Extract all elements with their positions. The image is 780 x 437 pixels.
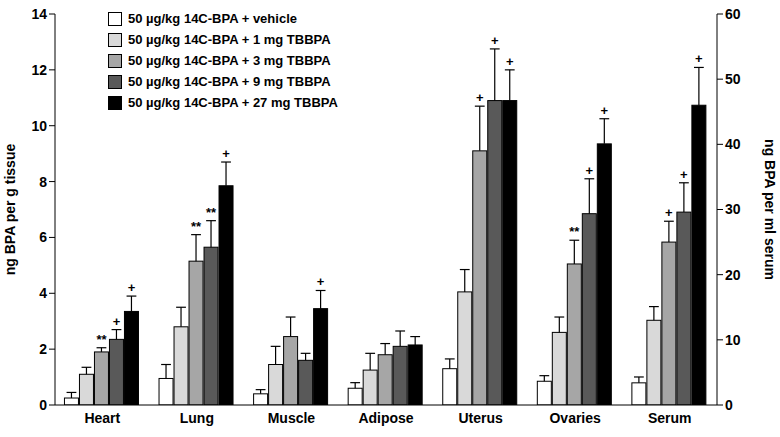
- svg-text:+: +: [476, 90, 484, 105]
- svg-text:6: 6: [39, 229, 47, 245]
- svg-text:+: +: [665, 205, 673, 220]
- html-text:50 µg/kg 14C-BPA + 3 mg TBBPA: 50 µg/kg 14C-BPA + 3 mg TBBPA: [128, 53, 331, 68]
- svg-text:+: +: [680, 167, 688, 182]
- svg-text:+: +: [317, 274, 325, 289]
- svg-text:10: 10: [31, 118, 47, 134]
- svg-text:Heart: Heart: [84, 410, 120, 426]
- svg-text:30: 30: [725, 201, 741, 217]
- html-text:50 µg/kg 14C-BPA + 9 mg TBBPA: 50 µg/kg 14C-BPA + 9 mg TBBPA: [128, 74, 331, 89]
- svg-text:+: +: [491, 33, 499, 48]
- svg-text:0: 0: [39, 397, 47, 413]
- svg-text:+: +: [128, 280, 136, 295]
- svg-text:12: 12: [31, 62, 47, 78]
- svg-text:+: +: [695, 51, 703, 66]
- svg-text:**: **: [96, 332, 107, 347]
- svg-text:Lung: Lung: [180, 410, 214, 426]
- svg-text:+: +: [586, 163, 594, 178]
- svg-text:Adipose: Adipose: [358, 410, 413, 426]
- svg-text:10: 10: [725, 332, 741, 348]
- svg-text:ng BPA per g tissue: ng BPA per g tissue: [8, 144, 18, 276]
- svg-text:60: 60: [725, 6, 741, 22]
- svg-text:**: **: [569, 224, 580, 239]
- svg-text:ng BPA per ml serum: ng BPA per ml serum: [762, 139, 772, 280]
- svg-text:Uterus: Uterus: [458, 410, 503, 426]
- svg-text:+: +: [506, 54, 514, 69]
- html-text:50 µg/kg 14C-BPA + 1 mg TBBPA: 50 µg/kg 14C-BPA + 1 mg TBBPA: [128, 32, 331, 47]
- svg-text:+: +: [601, 103, 609, 118]
- svg-text:+: +: [222, 146, 230, 161]
- svg-text:14: 14: [31, 6, 47, 22]
- svg-text:Serum: Serum: [648, 410, 692, 426]
- svg-text:20: 20: [725, 267, 741, 283]
- svg-text:4: 4: [39, 285, 47, 301]
- html-text:50 µg/kg 14C-BPA + 27 mg TBBPA: 50 µg/kg 14C-BPA + 27 mg TBBPA: [128, 95, 338, 110]
- svg-text:**: **: [191, 219, 202, 234]
- svg-text:Muscle: Muscle: [268, 410, 316, 426]
- html-text:50 µg/kg 14C-BPA + vehicle: 50 µg/kg 14C-BPA + vehicle: [128, 11, 297, 26]
- svg-text:50: 50: [725, 71, 741, 87]
- svg-text:8: 8: [39, 174, 47, 190]
- svg-text:0: 0: [725, 397, 733, 413]
- svg-text:+: +: [113, 314, 121, 329]
- svg-text:2: 2: [39, 341, 47, 357]
- svg-text:Ovaries: Ovaries: [549, 410, 601, 426]
- svg-text:40: 40: [725, 136, 741, 152]
- svg-text:**: **: [206, 205, 217, 220]
